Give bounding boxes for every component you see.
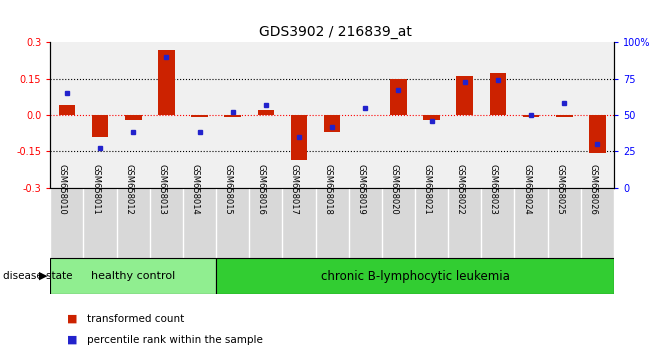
- Text: GSM658013: GSM658013: [158, 164, 166, 215]
- Bar: [125, 115, 142, 120]
- Text: GSM658020: GSM658020: [389, 164, 399, 215]
- Text: GSM658022: GSM658022: [456, 164, 465, 215]
- Text: GDS3902 / 216839_at: GDS3902 / 216839_at: [259, 25, 412, 39]
- Text: GSM658023: GSM658023: [489, 164, 498, 215]
- Bar: [92, 115, 108, 137]
- Text: GSM658017: GSM658017: [290, 164, 299, 215]
- Text: GSM658016: GSM658016: [257, 164, 266, 215]
- Text: disease state: disease state: [3, 271, 73, 281]
- Bar: [556, 115, 572, 118]
- Text: transformed count: transformed count: [87, 314, 185, 324]
- Text: ■: ■: [67, 335, 78, 345]
- Text: ■: ■: [67, 314, 78, 324]
- Text: healthy control: healthy control: [91, 271, 175, 281]
- Bar: [258, 110, 274, 115]
- Bar: [324, 115, 340, 132]
- Text: GSM658011: GSM658011: [91, 164, 100, 215]
- Text: percentile rank within the sample: percentile rank within the sample: [87, 335, 263, 345]
- Bar: [50, 258, 216, 294]
- Text: GSM658025: GSM658025: [555, 164, 564, 215]
- Bar: [58, 105, 75, 115]
- Bar: [158, 50, 174, 115]
- Bar: [589, 115, 606, 153]
- Text: GSM658012: GSM658012: [124, 164, 134, 215]
- Text: GSM658021: GSM658021: [423, 164, 431, 215]
- Text: chronic B-lymphocytic leukemia: chronic B-lymphocytic leukemia: [321, 270, 509, 282]
- Bar: [390, 79, 407, 115]
- Bar: [224, 115, 241, 118]
- Bar: [191, 115, 208, 118]
- Text: GSM658026: GSM658026: [588, 164, 597, 215]
- Text: GSM658018: GSM658018: [323, 164, 332, 215]
- Text: GSM658010: GSM658010: [58, 164, 67, 215]
- Text: ▶: ▶: [39, 271, 48, 281]
- Text: GSM658014: GSM658014: [191, 164, 199, 215]
- Bar: [216, 258, 614, 294]
- Bar: [291, 115, 307, 160]
- Text: GSM658024: GSM658024: [522, 164, 531, 215]
- Text: GSM658019: GSM658019: [356, 164, 365, 215]
- Bar: [523, 115, 539, 118]
- Bar: [490, 73, 506, 115]
- Text: GSM658015: GSM658015: [223, 164, 233, 215]
- Bar: [423, 115, 440, 120]
- Bar: [456, 76, 473, 115]
